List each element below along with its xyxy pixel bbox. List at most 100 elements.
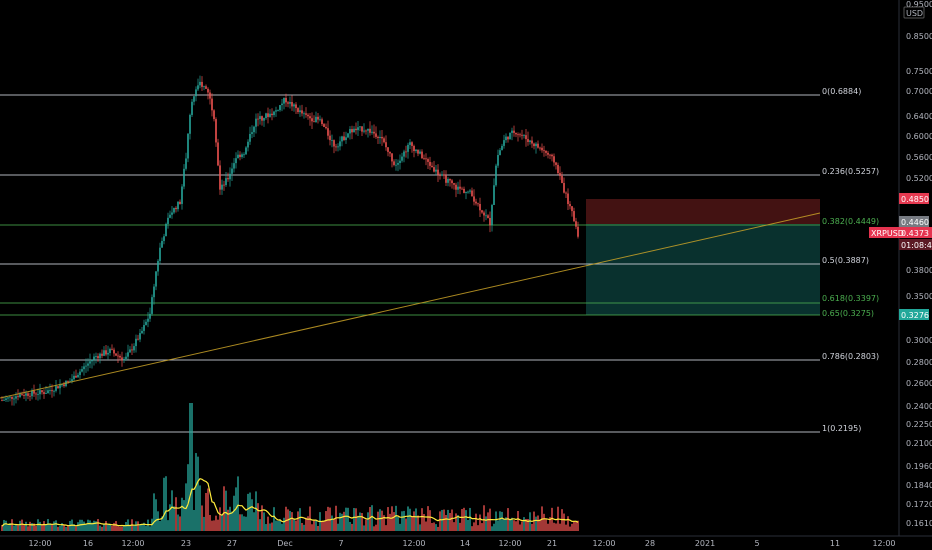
candle-body (295, 104, 297, 109)
candle-body (515, 132, 517, 135)
candle-body (3, 399, 5, 401)
candle-body (291, 102, 293, 107)
time-axis[interactable]: 12:00 16 12:00 23 27 Dec 7 12:00 14 12:00 21 12:00 2… (28, 539, 895, 548)
volume-bar (413, 511, 415, 531)
volume-bar (11, 519, 13, 531)
fib-level-label: 0.382(0.4449) (822, 217, 879, 226)
candle-body (419, 151, 421, 154)
volume-bar (381, 510, 383, 531)
volume-bar (387, 507, 389, 531)
candle-body (83, 366, 85, 370)
candle-body (473, 196, 475, 202)
volume-bar (397, 516, 399, 531)
candle-body (399, 160, 401, 163)
volume-bar (111, 525, 113, 531)
candle-body (287, 102, 289, 104)
volume-bar (549, 517, 551, 531)
candle-body (149, 313, 151, 319)
volume-bar (93, 520, 95, 531)
candle-body (215, 119, 217, 143)
candle-body (129, 349, 131, 353)
candle-body (331, 140, 333, 141)
candle-body (311, 118, 313, 122)
volume-bar (527, 519, 529, 531)
volume-bar (83, 521, 85, 531)
candle-body (567, 193, 569, 205)
volume-bar (259, 519, 261, 531)
trend-line[interactable] (0, 212, 821, 399)
candle-body (433, 167, 435, 172)
stop-price-tag (899, 193, 929, 204)
volume-bar (117, 526, 119, 531)
candle-body (185, 158, 187, 169)
candle-body (99, 353, 101, 359)
candle-body (245, 147, 247, 155)
candle-body (121, 357, 123, 361)
candle-body (491, 205, 493, 226)
candle-body (551, 154, 553, 157)
volume-bar (199, 485, 201, 531)
volume-bar (115, 521, 117, 531)
candle-body (277, 110, 279, 111)
volume-bar (175, 497, 177, 531)
volume-bar (415, 508, 417, 531)
volume-bar (247, 493, 249, 531)
volume-bar (475, 513, 477, 531)
candle-body (27, 393, 29, 396)
volume-bar (129, 525, 131, 531)
candle-body (529, 140, 531, 142)
candle-body (211, 98, 213, 111)
time-tick-label: 5 (754, 539, 759, 548)
volume-bar (49, 523, 51, 531)
candle-body (115, 353, 117, 356)
volume-bar (385, 525, 387, 531)
volume-bar (121, 526, 123, 531)
volume-bar (353, 507, 355, 531)
candle-body (355, 128, 357, 131)
candle-body (495, 165, 497, 186)
candle-body (477, 203, 479, 205)
last-price-tag (869, 227, 932, 238)
volume-bar (173, 506, 175, 531)
candle-body (23, 395, 25, 396)
volume-bar (87, 519, 89, 531)
stop-loss-zone (586, 199, 820, 224)
candle-body (155, 271, 157, 287)
volume-bar (147, 519, 149, 531)
candle-body (213, 110, 215, 120)
volume-bar (273, 507, 275, 531)
candle-body (345, 137, 347, 141)
currency-badge[interactable] (903, 6, 925, 19)
candle-body (197, 85, 199, 90)
candle-body (79, 371, 81, 375)
candle-body (569, 204, 571, 207)
candle-body (123, 358, 125, 361)
candle-body (429, 161, 431, 166)
volume-bar (43, 521, 45, 531)
volume-bar (559, 523, 561, 531)
price-axis[interactable]: 0.9500 0.8500 0.7500 0.7000 0.6400 0.6000 0.56… (903, 0, 932, 528)
volume-bar (57, 526, 59, 531)
volume-bar (551, 507, 553, 531)
volume-bar (299, 508, 301, 531)
price-candles (1, 75, 579, 406)
last-price-value: 0.4373 (901, 229, 929, 238)
price-tick-label: 0.2100 (906, 439, 932, 448)
candle-body (509, 132, 511, 140)
candle-body (405, 151, 407, 153)
fibonacci-retracement[interactable]: 0(0.6884) 0.236(0.5257) 0.382(0.4449) 0.5(0… (0, 87, 879, 433)
volume-bar (107, 523, 109, 531)
candle-body (489, 217, 491, 226)
target-price-value: 0.3276 (901, 311, 929, 320)
volume-bar (155, 499, 157, 531)
price-tick-label: 0.1610 (906, 519, 932, 528)
volume-bar (213, 520, 215, 531)
candle-body (87, 363, 89, 366)
volume-bar (341, 513, 343, 531)
volume-bar (113, 522, 115, 531)
price-tick-label: 0.6400 (906, 112, 932, 121)
fib-level-label: 0(0.6884) (822, 87, 861, 96)
candle-body (293, 104, 295, 107)
volume-bar (303, 524, 305, 531)
